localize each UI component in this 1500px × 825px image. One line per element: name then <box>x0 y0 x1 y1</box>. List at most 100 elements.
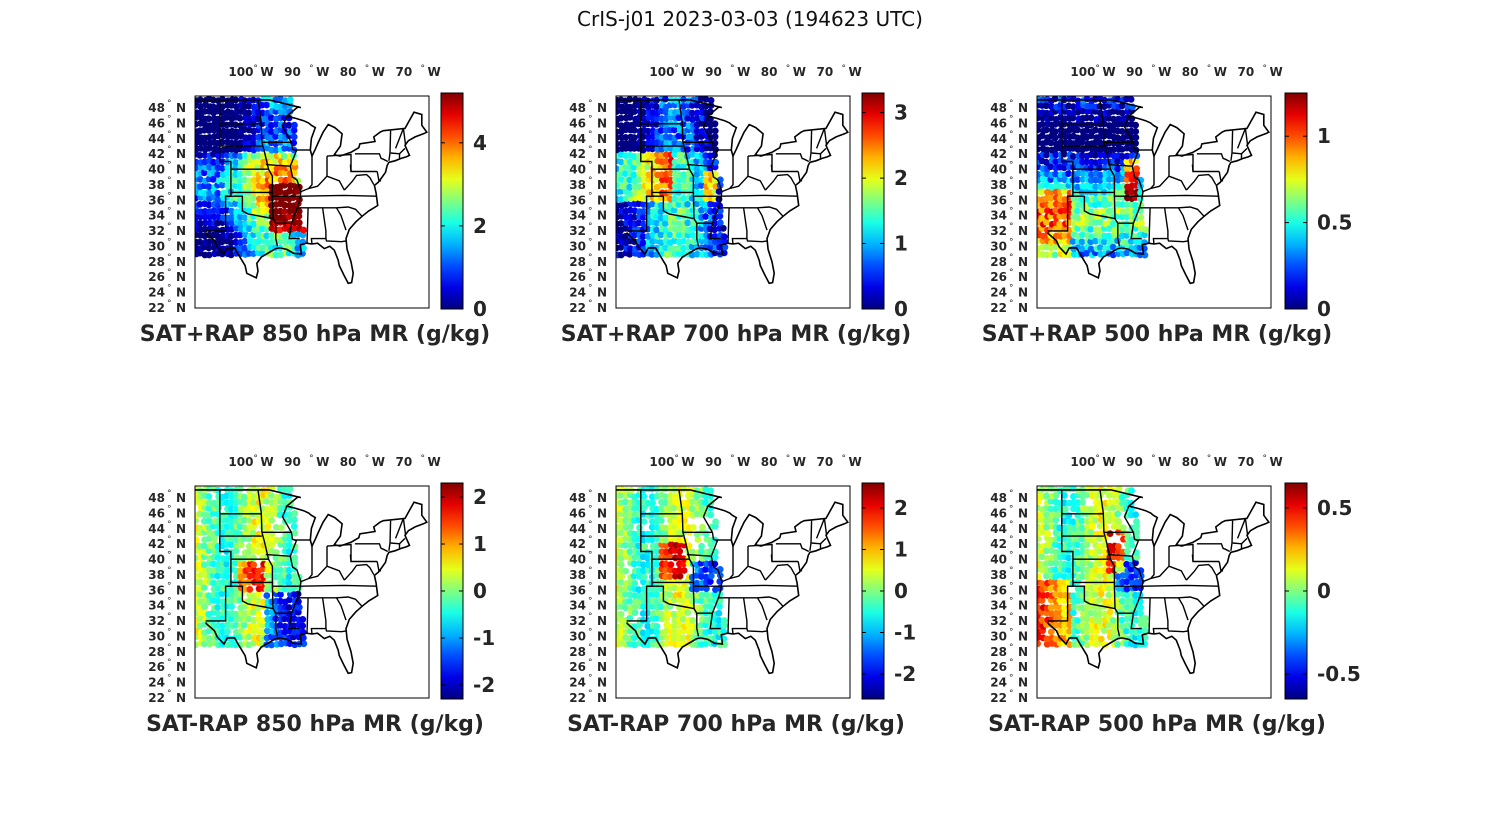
swath-point <box>1043 492 1050 500</box>
degree-mark: ° <box>365 64 370 74</box>
map-frame <box>615 95 851 309</box>
swath-point <box>702 213 709 220</box>
swath-point <box>702 169 710 177</box>
coastline <box>1037 489 1271 675</box>
swath-point <box>1119 572 1127 579</box>
swath-point <box>688 109 696 117</box>
swath-point <box>268 232 276 239</box>
swath-point <box>640 109 648 116</box>
swath-point <box>205 493 213 500</box>
degree-mark: ° <box>1009 658 1014 668</box>
swath-point <box>707 603 715 611</box>
swath-point <box>205 127 213 134</box>
lat-hemisphere: N <box>1018 286 1028 300</box>
swath-point <box>1052 158 1060 166</box>
degree-mark: ° <box>1009 191 1014 201</box>
swath-point <box>639 239 647 247</box>
swath-point <box>1137 610 1144 617</box>
swath-point <box>662 182 669 189</box>
swath-point <box>1118 127 1126 135</box>
lat-hemisphere: N <box>597 116 607 130</box>
swath-point <box>263 592 271 599</box>
swath-point <box>245 633 253 641</box>
swath-point <box>1105 591 1113 599</box>
swath-point <box>236 567 244 575</box>
lat-hemisphere: N <box>176 614 186 628</box>
state-border <box>1138 596 1205 607</box>
degree-mark: ° <box>1009 597 1014 607</box>
lat-hemisphere: N <box>176 553 186 567</box>
swath-point <box>640 573 648 581</box>
degree-mark: ° <box>588 176 593 186</box>
swath-point <box>1083 127 1091 134</box>
degree-mark: ° <box>1009 145 1014 155</box>
swath-point <box>1096 610 1104 618</box>
swath-point <box>1060 610 1068 618</box>
degree-mark: ° <box>167 612 172 622</box>
state-border <box>1141 584 1219 587</box>
swath-point <box>237 225 245 233</box>
lon-tick-label: 100 <box>649 65 674 79</box>
swath-point <box>281 201 289 209</box>
colorbar-tick-label: -0.5 <box>1317 662 1361 686</box>
swath-point <box>286 596 293 604</box>
lat-hemisphere: N <box>176 537 186 551</box>
swath-point <box>1061 201 1069 208</box>
swath-point <box>285 213 293 221</box>
colorbar-tick-label: 0 <box>894 297 908 321</box>
swath-point <box>1133 528 1141 536</box>
swath-point <box>1074 499 1082 506</box>
swath-point <box>662 108 670 116</box>
swath-point <box>693 145 701 153</box>
swath-point <box>653 103 660 111</box>
swath-point <box>1066 126 1073 134</box>
swath-point <box>272 549 280 556</box>
lat-tick-label: 36 <box>569 583 586 597</box>
degree-mark: ° <box>1095 64 1100 74</box>
state-border <box>1236 128 1247 149</box>
lon-hemisphere: W <box>260 65 273 79</box>
degree-mark: ° <box>167 268 172 278</box>
lon-hemisphere: W <box>737 455 750 469</box>
state-border <box>1168 543 1194 547</box>
degree-mark: ° <box>253 64 258 74</box>
lat-tick-label: 36 <box>990 583 1007 597</box>
swath-point <box>706 127 714 135</box>
swath-point <box>644 622 652 630</box>
lon-tick-label: 80 <box>1182 65 1199 79</box>
swath-point <box>1078 524 1086 532</box>
lat-hemisphere: N <box>176 522 186 536</box>
state-border <box>756 597 768 621</box>
swath-point <box>1079 554 1087 562</box>
swath-point <box>195 633 199 641</box>
swath-point <box>1052 207 1060 214</box>
lat-hemisphere: N <box>1018 583 1028 597</box>
swath-point <box>649 133 657 141</box>
swath-point <box>245 169 253 177</box>
state-border <box>1099 489 1116 609</box>
swath-point <box>268 510 276 518</box>
state-border <box>747 543 773 547</box>
swath-point <box>286 535 294 543</box>
swath-point <box>1101 238 1108 246</box>
degree-mark: ° <box>167 566 172 576</box>
swath-point <box>223 573 231 580</box>
swath-point <box>1051 128 1059 136</box>
lon-tick-label: 70 <box>817 65 834 79</box>
swath-point <box>1087 114 1095 122</box>
swath-point <box>680 176 688 184</box>
lon-hemisphere: W <box>1102 455 1115 469</box>
lon-tick-label: 90 <box>284 455 301 469</box>
swath-point <box>1043 126 1050 134</box>
swath-point <box>1074 183 1081 191</box>
degree-mark: ° <box>588 658 593 668</box>
state-border <box>1099 99 1116 219</box>
swath-point <box>720 617 728 624</box>
degree-mark: ° <box>167 253 172 263</box>
swath-point <box>300 244 307 252</box>
coastline <box>616 489 850 675</box>
degree-mark: ° <box>588 612 593 622</box>
lat-hemisphere: N <box>176 132 186 146</box>
colorbar <box>861 92 885 310</box>
swath-point <box>653 628 660 636</box>
